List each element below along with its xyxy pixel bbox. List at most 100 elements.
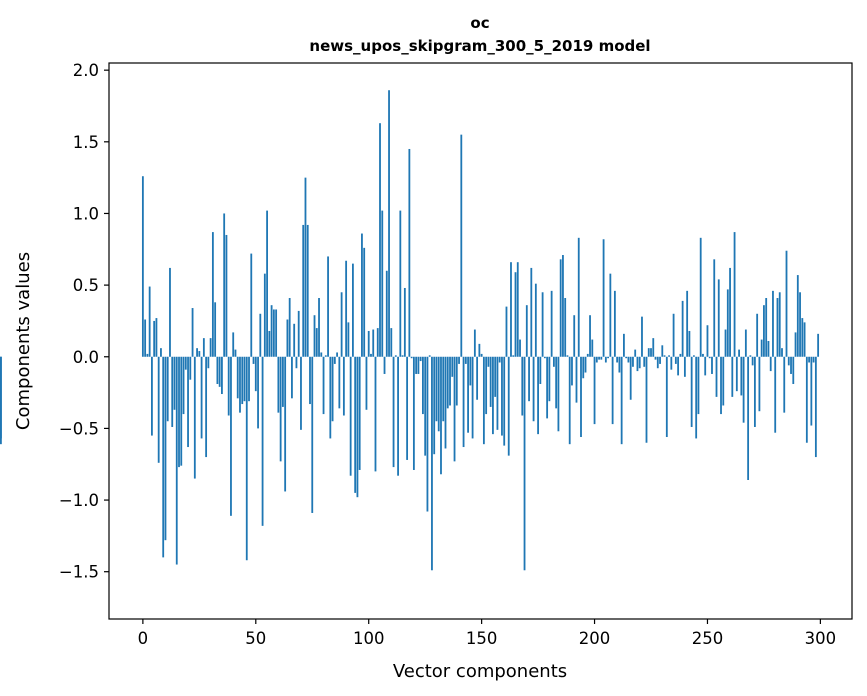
bar-147: [473, 329, 476, 357]
bar-83: [329, 356, 332, 439]
bar-238: [679, 353, 682, 357]
bar-55: [266, 210, 268, 357]
y-tick-label: 1.0: [73, 204, 99, 223]
bar-228: [656, 356, 659, 369]
bar-178: [543, 356, 546, 359]
bar-56: [268, 330, 271, 357]
bar-108: [385, 270, 388, 357]
bar-25: [198, 351, 201, 357]
bar-160: [503, 356, 506, 446]
bar-143: [464, 356, 467, 364]
bar-179: [546, 356, 549, 419]
bar-54: [263, 273, 266, 357]
x-tick-label: 250: [692, 629, 724, 648]
bar-75: [311, 356, 314, 513]
bar-144: [467, 356, 469, 433]
bar-273: [758, 356, 761, 412]
bar-76: [313, 315, 316, 357]
bar-86: [336, 352, 338, 357]
bar-244: [693, 355, 695, 357]
bar-177: [541, 292, 544, 357]
bar-295: [808, 356, 810, 363]
bar-118: [408, 148, 411, 357]
bar-213: [623, 333, 625, 357]
bar-247: [699, 237, 702, 357]
bar-197: [586, 353, 589, 357]
bar-220: [638, 356, 641, 369]
bar-251: [708, 356, 711, 359]
x-tick-label: 200: [579, 629, 611, 648]
bar-136: [449, 356, 451, 406]
bar-216: [629, 356, 632, 400]
bar-22: [191, 308, 194, 357]
bar-230: [661, 345, 664, 357]
bar-183: [555, 356, 558, 409]
bar-29: [207, 356, 210, 369]
bar-53: [261, 356, 264, 526]
bar-100: [367, 330, 370, 357]
bar-31: [211, 232, 214, 357]
bar-37: [225, 234, 228, 357]
bar-297: [812, 356, 815, 363]
bar-169: [523, 356, 526, 571]
bar-15: [175, 356, 178, 565]
bar-172: [530, 267, 533, 357]
bar-85: [333, 356, 336, 364]
bar-48: [250, 253, 253, 357]
bar-195: [582, 356, 585, 379]
bar-164: [512, 355, 515, 357]
bar-64: [286, 319, 289, 357]
bar-16: [178, 356, 180, 468]
bar-52: [259, 313, 262, 357]
bar-126: [426, 356, 429, 512]
x-tick-label: 50: [245, 629, 266, 648]
bar-21: [189, 356, 192, 380]
y-tick-label: −1.5: [59, 563, 99, 582]
bar-96: [358, 356, 361, 470]
y-axis-label: Components values: [13, 252, 34, 430]
bar-20: [187, 356, 189, 448]
bar-78: [318, 298, 320, 357]
y-tick-label: −1.0: [59, 491, 99, 510]
bar-182: [552, 356, 555, 367]
bar-113: [397, 356, 399, 476]
bar-36: [223, 213, 226, 357]
bar-268: [747, 356, 750, 480]
bar-276: [765, 298, 768, 357]
bar-95: [356, 356, 359, 498]
bar-101: [370, 353, 372, 357]
bar-73: [306, 224, 309, 357]
bar-89: [342, 356, 345, 416]
bar-140: [458, 356, 460, 364]
bar-190: [571, 356, 573, 386]
bar-240: [683, 356, 686, 377]
bar-236: [674, 356, 677, 364]
bar-274: [760, 339, 763, 357]
bar-152: [485, 356, 488, 415]
bar-196: [584, 356, 587, 373]
bar-250: [706, 325, 709, 357]
bar-189: [568, 356, 571, 445]
bar-24: [196, 348, 198, 357]
bar-42: [236, 356, 239, 399]
y-tick-label: 0.0: [73, 348, 99, 367]
bar-280: [774, 356, 777, 433]
bar-50: [254, 356, 257, 392]
bar-217: [632, 356, 634, 367]
bar-106: [381, 210, 384, 357]
bar-171: [528, 356, 530, 402]
bar-97: [361, 233, 363, 357]
bar-80: [322, 356, 325, 415]
bar-110: [390, 328, 393, 357]
bar-74: [309, 356, 311, 405]
bar-158: [498, 356, 501, 363]
bar-150: [480, 353, 483, 357]
bar-105: [379, 123, 381, 357]
y-axis-ticks: −1.5 −1.0 −0.5 0.0 0.5 1.0 1.5 2.0: [59, 61, 109, 582]
bar-222: [643, 356, 646, 367]
bar-128: [431, 356, 433, 571]
bar-265: [740, 356, 743, 396]
bar-292: [801, 318, 804, 357]
bar-271: [753, 356, 756, 427]
bar-82: [327, 256, 329, 357]
